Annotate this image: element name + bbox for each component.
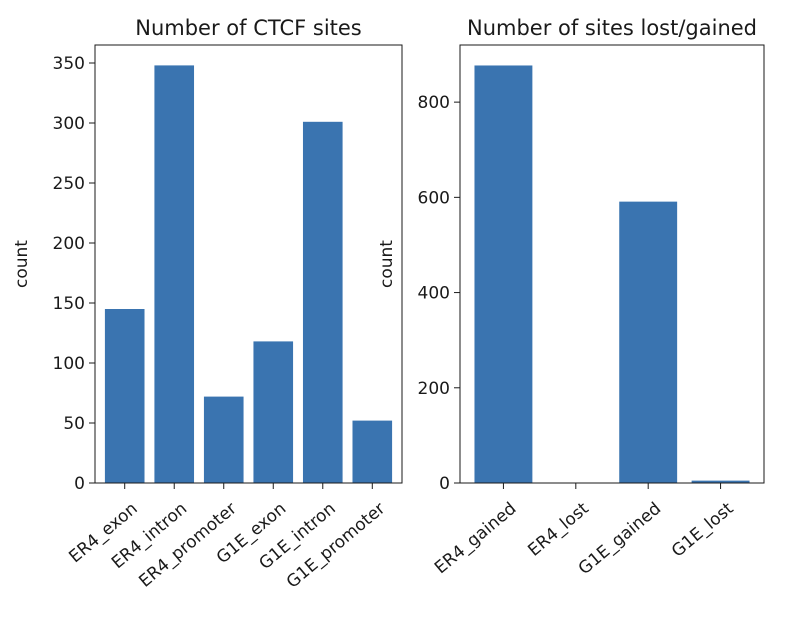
bar-er4-promoter xyxy=(203,396,244,483)
bar-g1e-lost xyxy=(691,480,750,483)
y-axis-label: count xyxy=(12,240,32,288)
y-tick-label: 250 xyxy=(53,174,85,194)
y-tick-label: 100 xyxy=(53,354,85,374)
bars xyxy=(474,65,750,483)
bars xyxy=(104,65,393,484)
bar-g1e-gained xyxy=(619,201,678,483)
axes-frame xyxy=(94,44,403,484)
y-ticks: 0 50 100 150 200 250 300 350 xyxy=(53,54,95,494)
x-ticks: ER4_exonER4_intronER4_promoterG1E_exonG1… xyxy=(65,483,389,593)
y-tick-label: 50 xyxy=(63,414,85,434)
chart-title: Number of sites lost/gained xyxy=(467,16,757,40)
chart-title: Number of CTCF sites xyxy=(135,16,362,40)
y-tick-label: 0 xyxy=(439,474,450,494)
sites-lost-gained-chart: Number of sites lost/gained count 0 200 40… xyxy=(377,16,765,579)
y-tick-label: 300 xyxy=(53,114,85,134)
y-tick-label: 200 xyxy=(53,234,85,254)
y-axis-label: count xyxy=(377,240,397,288)
y-tick-label: 400 xyxy=(418,284,450,304)
bar-er4-exon xyxy=(104,309,145,483)
axes-frame xyxy=(459,44,765,484)
y-tick-label: 600 xyxy=(418,188,450,208)
bar-g1e-intron xyxy=(302,121,343,484)
y-ticks: 0 200 400 600 800 xyxy=(418,93,460,494)
bar-er4-intron xyxy=(154,65,195,484)
y-tick-label: 800 xyxy=(418,93,450,113)
y-tick-label: 200 xyxy=(418,379,450,399)
x-tick-label: G1E_lost xyxy=(668,498,738,561)
x-tick-label: ER4_gained xyxy=(431,499,520,578)
bar-g1e-exon xyxy=(253,341,294,483)
y-tick-label: 350 xyxy=(53,54,85,74)
bar-g1e-promoter xyxy=(352,420,393,483)
y-tick-label: 0 xyxy=(74,474,85,494)
ctcf-sites-chart: Number of CTCF sites count 0 50 100 150 200 2… xyxy=(12,16,403,593)
y-tick-label: 150 xyxy=(53,294,85,314)
bar-er4-gained xyxy=(474,65,533,483)
x-tick-label: ER4_lost xyxy=(524,498,593,560)
